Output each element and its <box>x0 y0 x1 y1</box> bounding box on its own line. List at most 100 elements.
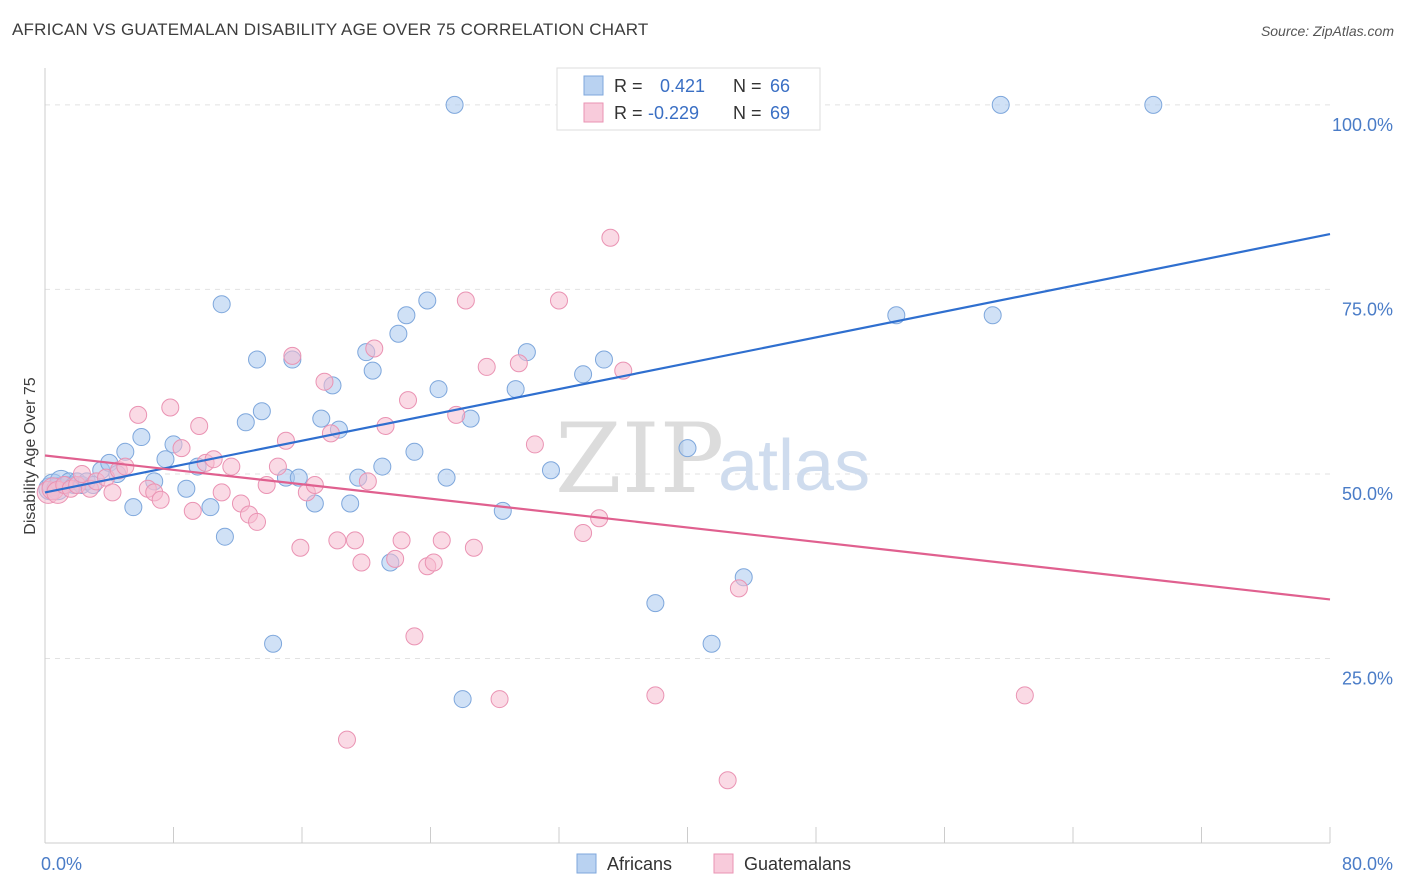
legend-n-value-1: 66 <box>770 76 790 96</box>
point-guatemalans-35 <box>315 372 334 391</box>
point-africans-25 <box>236 413 255 432</box>
point-africans-65 <box>1144 95 1163 114</box>
point-africans-58 <box>678 439 697 458</box>
point-guatemalans-63 <box>646 686 665 705</box>
point-guatemalans-32 <box>291 538 310 557</box>
legend-r-value-2: -0.229 <box>648 103 699 123</box>
point-africans-43 <box>397 306 416 325</box>
y-axis-label: Disability Age Over 75 <box>22 377 39 535</box>
x-tick-label: 80.0% <box>1342 854 1393 874</box>
point-africans-63 <box>983 306 1002 325</box>
trend-line-guatemalans <box>44 454 1331 601</box>
point-guatemalans-16 <box>151 490 170 509</box>
point-guatemalans-31 <box>283 346 302 365</box>
y-tick-label: 100.0% <box>1332 115 1393 135</box>
point-guatemalans-50 <box>432 531 451 550</box>
point-africans-33 <box>312 409 331 428</box>
point-africans-39 <box>363 361 382 380</box>
y-tick-label: 75.0% <box>1342 299 1393 319</box>
point-africans-23 <box>215 527 234 546</box>
point-guatemalans-13 <box>129 405 148 424</box>
point-guatemalans-44 <box>386 549 405 568</box>
point-africans-57 <box>646 594 665 613</box>
point-africans-20 <box>177 479 196 498</box>
point-africans-47 <box>437 468 456 487</box>
data-points <box>36 95 1163 790</box>
point-africans-42 <box>389 324 408 343</box>
bottom-legend-guatemalans: Guatemalans <box>744 854 851 874</box>
legend-n-label-1: N = <box>733 76 762 96</box>
bottom-legend-swatch-africans <box>576 853 597 874</box>
point-africans-46 <box>429 380 448 399</box>
bottom-legend: Africans Guatemalans <box>576 853 851 874</box>
trend-line-africans <box>44 232 1331 494</box>
legend-n-value-2: 69 <box>770 103 790 123</box>
point-africans-45 <box>418 291 437 310</box>
point-africans-40 <box>373 457 392 476</box>
point-guatemalans-64 <box>718 771 737 790</box>
point-guatemalans-47 <box>405 627 424 646</box>
point-guatemalans-37 <box>328 531 347 550</box>
legend-r-value-1: 0.421 <box>660 76 705 96</box>
point-africans-55 <box>574 365 593 384</box>
source-label: Source: ZipAtlas.com <box>1260 23 1394 39</box>
point-guatemalans-18 <box>172 439 191 458</box>
point-guatemalans-49 <box>424 553 443 572</box>
chart-title: AFRICAN VS GUATEMALAN DISABILITY AGE OVE… <box>12 20 649 39</box>
point-africans-31 <box>289 468 308 487</box>
point-africans-49 <box>453 690 472 709</box>
point-africans-52 <box>506 380 525 399</box>
bottom-legend-africans: Africans <box>607 854 672 874</box>
point-guatemalans-54 <box>477 357 496 376</box>
point-guatemalans-27 <box>248 512 267 531</box>
grid-lines <box>45 104 1330 659</box>
point-guatemalans-39 <box>346 531 365 550</box>
point-africans-18 <box>156 450 175 469</box>
x-tick-label: 0.0% <box>41 854 82 874</box>
point-africans-59 <box>702 634 721 653</box>
point-africans-36 <box>341 494 360 513</box>
legend-swatch-africans <box>583 75 604 96</box>
legend-swatch-guatemalans <box>583 102 604 123</box>
y-tick-label: 25.0% <box>1342 668 1393 688</box>
point-guatemalans-29 <box>268 457 287 476</box>
point-africans-16 <box>132 428 151 447</box>
point-guatemalans-12 <box>116 457 135 476</box>
point-africans-27 <box>252 402 271 421</box>
point-guatemalans-30 <box>276 431 295 450</box>
watermark-atlas: atlas <box>718 426 870 506</box>
point-guatemalans-19 <box>183 501 202 520</box>
bottom-legend-swatch-guatemalans <box>713 853 734 874</box>
watermark-zip: ZIP <box>555 403 724 515</box>
point-guatemalans-45 <box>392 531 411 550</box>
point-africans-26 <box>248 350 267 369</box>
point-guatemalans-61 <box>601 228 620 247</box>
point-guatemalans-55 <box>490 690 509 709</box>
point-africans-44 <box>405 442 424 461</box>
y-tick-label: 50.0% <box>1342 484 1393 504</box>
point-africans-51 <box>493 501 512 520</box>
point-guatemalans-23 <box>212 483 231 502</box>
point-africans-54 <box>541 461 560 480</box>
point-africans-24 <box>212 295 231 314</box>
point-guatemalans-53 <box>464 538 483 557</box>
point-guatemalans-66 <box>1015 686 1034 705</box>
trend-lines <box>44 232 1331 601</box>
point-guatemalans-6 <box>72 464 91 483</box>
tick-labels: 25.0% 50.0% 75.0% 100.0% 0.0% 80.0% <box>41 115 1393 874</box>
point-guatemalans-10 <box>103 483 122 502</box>
point-guatemalans-52 <box>456 291 475 310</box>
legend: R = 0.421 N = 66 R = -0.229 N = 69 <box>556 67 821 131</box>
point-guatemalans-57 <box>525 435 544 454</box>
point-guatemalans-17 <box>161 398 180 417</box>
point-africans-56 <box>594 350 613 369</box>
point-guatemalans-20 <box>190 416 209 435</box>
point-africans-22 <box>201 498 220 517</box>
point-guatemalans-59 <box>574 524 593 542</box>
point-guatemalans-65 <box>729 579 748 598</box>
point-guatemalans-40 <box>352 553 371 572</box>
legend-r-label-1: R = <box>614 76 643 96</box>
legend-r-label-2: R = <box>614 103 643 123</box>
point-guatemalans-41 <box>358 472 377 491</box>
